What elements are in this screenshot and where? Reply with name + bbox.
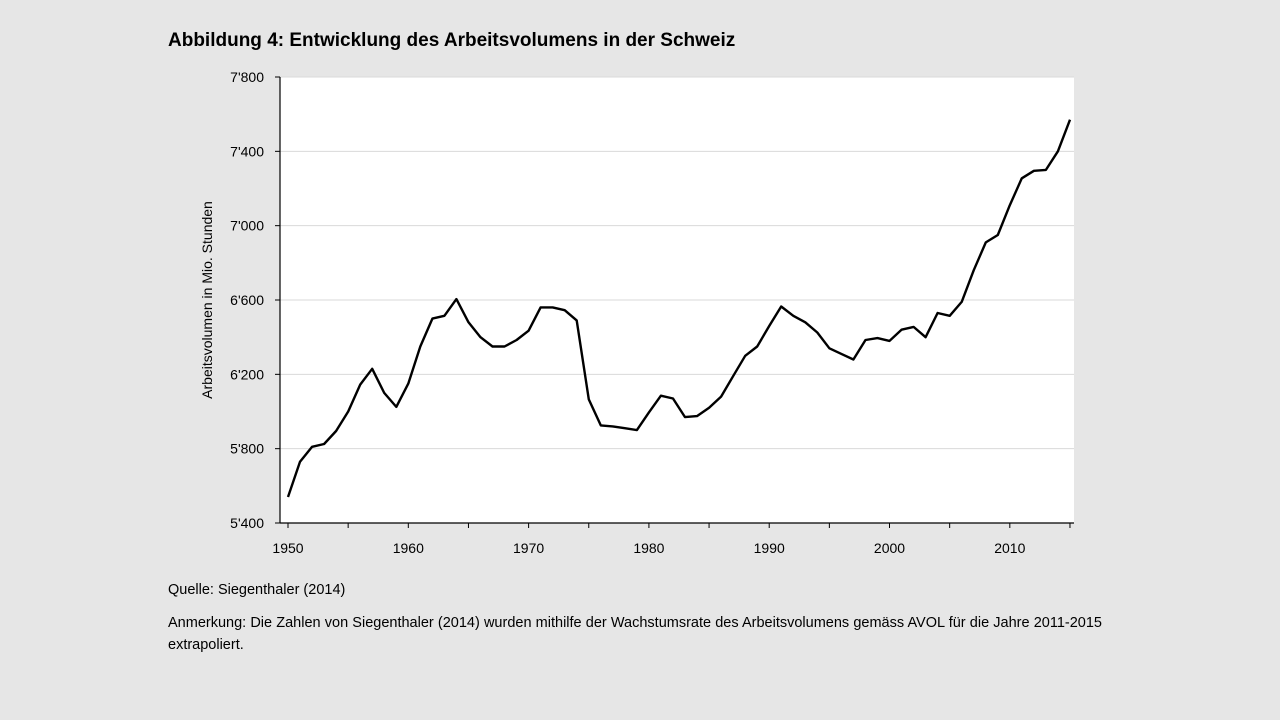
y-tick-label: 6'200 [230, 366, 264, 382]
figure-title: Abbildung 4: Entwicklung des Arbeitsvolu… [168, 30, 736, 51]
y-tick-label: 5'800 [230, 441, 264, 457]
y-axis-title: Arbeitsvolumen in Mio. Stunden [199, 201, 215, 399]
series-line [286, 119, 1072, 498]
x-tick-label: 1960 [393, 540, 424, 556]
y-tick-labels: 5'400 5'800 6'200 6'600 7'000 7'400 7'800 [230, 69, 264, 531]
y-tick-label: 7'000 [230, 218, 264, 234]
y-tick-label: 6'600 [230, 292, 264, 308]
x-tick-label: 1950 [272, 540, 303, 556]
x-tick-label: 1980 [633, 540, 664, 556]
annotation-note: Anmerkung: Die Zahlen von Siegenthaler (… [168, 615, 1102, 653]
source-note: Quelle: Siegenthaler (2014) [168, 582, 346, 598]
y-tick-label: 5'400 [230, 515, 264, 531]
x-tick-label: 1990 [754, 540, 785, 556]
x-tick-label: 2010 [994, 540, 1025, 556]
y-tick-label: 7'400 [230, 143, 264, 159]
x-tick-labels: 1950 1960 1970 1980 1990 2000 2010 [272, 540, 1025, 556]
x-tick-label: 2000 [874, 540, 905, 556]
axes [275, 76, 1074, 528]
y-tick-label: 7'800 [230, 69, 264, 85]
x-tick-label: 1970 [513, 540, 544, 556]
line-chart: 5'400 5'800 6'200 6'600 7'000 7'400 7'800 1950… [199, 69, 1074, 556]
